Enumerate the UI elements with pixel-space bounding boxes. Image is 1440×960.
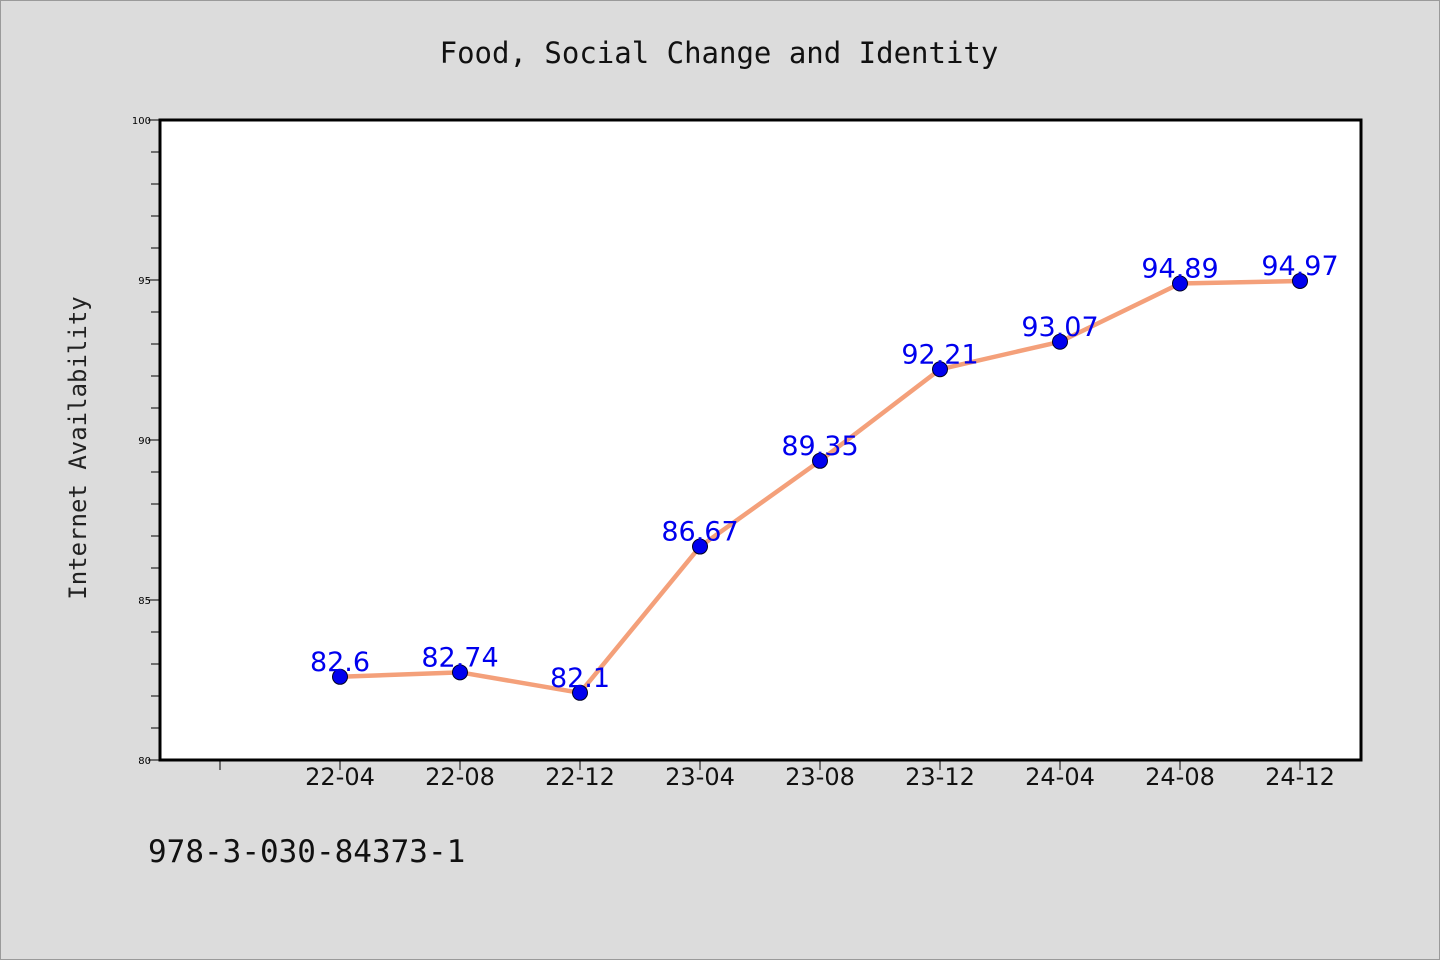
y-tick-label: 95 [138, 276, 151, 287]
y-axis-ticks: 80 85 90 95 100 [132, 116, 160, 767]
data-point [932, 361, 948, 378]
plot-area [158, 118, 1363, 762]
x-tick-label: 24-12 [1265, 763, 1335, 791]
data-point [332, 668, 348, 685]
data-label: 94.89 [1141, 254, 1218, 285]
x-tick-label: 23-08 [785, 763, 855, 791]
data-label: 82.6 [310, 647, 370, 678]
chart-title: Food, Social Change and Identity [440, 36, 999, 70]
data-label: 86.67 [661, 517, 738, 548]
data-point [572, 684, 588, 701]
data-point [1292, 272, 1308, 289]
data-label: 89.35 [781, 431, 858, 462]
data-label: 94.97 [1261, 251, 1338, 282]
y-tick-label: 90 [138, 436, 151, 447]
data-point [1172, 275, 1188, 292]
data-label: 92.21 [901, 339, 978, 370]
data-point [812, 452, 828, 469]
y-tick-label: 80 [138, 756, 151, 767]
x-tick-label: 23-04 [665, 763, 735, 791]
x-tick-label: 24-08 [1145, 763, 1215, 791]
data-label: 93.07 [1021, 312, 1098, 343]
x-tick-label: 22-12 [545, 763, 615, 791]
y-tick-label: 85 [138, 596, 151, 607]
x-axis-ticks: 22-04 22-08 22-12 23-04 23-08 23-12 24-04 24-08… [219, 760, 1335, 791]
data-markers [332, 272, 1308, 701]
data-labels: 82.6 82.74 82.1 86.67 89.35 92.21 93.07 94.89 94… [310, 251, 1339, 694]
data-label: 82.1 [550, 663, 610, 694]
x-tick-label: 23-12 [905, 763, 975, 791]
y-axis-label: Internet Availability [64, 296, 92, 599]
isbn-identifier: 978-3-030-84373-1 [148, 834, 466, 870]
data-label: 82.74 [421, 642, 498, 673]
x-tick-label: 22-04 [305, 763, 375, 791]
x-tick-label: 22-08 [425, 763, 495, 791]
x-tick-label: 24-04 [1025, 763, 1095, 791]
data-point [692, 538, 708, 555]
data-point [452, 664, 468, 681]
data-point [1052, 333, 1068, 350]
y-tick-label: 100 [132, 116, 151, 127]
